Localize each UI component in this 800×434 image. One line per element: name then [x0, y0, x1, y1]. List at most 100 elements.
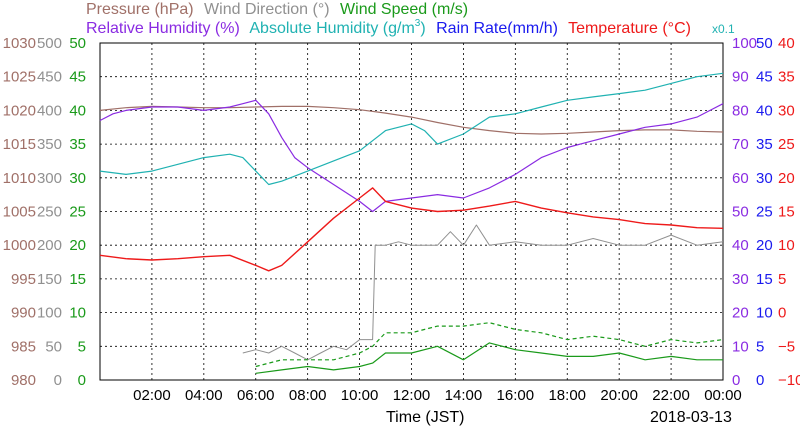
y-tick-label-wind-speed: 20	[69, 237, 86, 254]
legend-wind-direction: Wind Direction (°)	[204, 1, 330, 18]
x-tick-label: 14:00	[445, 387, 483, 404]
y-tick-label-humidity: 30	[732, 271, 749, 288]
y-tick-label-rain-rate: 45	[756, 69, 773, 86]
y-tick-label-wind-direction: 100	[37, 305, 62, 322]
legend-row-1: Pressure (hPa) Wind Direction (°) Wind S…	[86, 1, 474, 19]
y-tick-label-pressure: 1010	[3, 170, 36, 187]
x-tick-label: 02:00	[133, 387, 171, 404]
y-tick-label-wind-speed: 45	[69, 69, 86, 86]
y-tick-label-wind-speed: 25	[69, 204, 86, 221]
y-tick-label-rain-rate: 0	[756, 372, 764, 389]
x-axis-title: Time (JST)	[386, 409, 465, 426]
y-tick-label-wind-speed: 15	[69, 271, 86, 288]
y-tick-label-wind-direction: 300	[37, 170, 62, 187]
y-tick-label-temperature: 35	[778, 69, 795, 86]
y-tick-label-humidity: 50	[732, 204, 749, 221]
y-tick-label-rain-rate: 40	[756, 102, 773, 119]
series-absolute-humidity-g-m3	[99, 72, 724, 186]
y-tick-label-wind-direction: 350	[37, 136, 62, 153]
y-tick-label-wind-direction: 150	[37, 271, 62, 288]
series-relative-humidity	[99, 99, 724, 213]
y-tick-label-humidity: 0	[732, 372, 740, 389]
x-tick-label: 08:00	[289, 387, 327, 404]
y-tick-label-rain-rate: 30	[756, 170, 773, 187]
y-tick-label-temperature: 15	[778, 204, 795, 221]
legend-wind-speed: Wind Speed (m/s)	[340, 1, 469, 18]
y-tick-label-humidity: 60	[732, 170, 749, 187]
y-tick-label-pressure: 1025	[3, 69, 36, 86]
y-tick-label-pressure: 1005	[3, 204, 36, 221]
y-tick-label-temperature: −10	[778, 372, 800, 389]
y-tick-label-rain-rate: 15	[756, 271, 773, 288]
y-tick-label-wind-direction: 500	[37, 35, 62, 52]
series-wind-speed-m-s	[255, 342, 723, 374]
x-tick-label: 20:00	[600, 387, 638, 404]
series-wind-direction	[242, 224, 724, 361]
absolute-humidity-scale-note: x0.1	[712, 22, 735, 36]
y-tick-label-rain-rate: 35	[756, 136, 773, 153]
legend-absolute-humidity: Absolute Humidity (g/m3)	[249, 18, 426, 37]
series-wind-speed-gust-m-s	[255, 322, 724, 368]
chart-grid	[99, 42, 724, 381]
x-tick-label: 22:00	[652, 387, 690, 404]
y-tick-label-rain-rate: 50	[756, 35, 773, 52]
y-tick-label-temperature: 25	[778, 136, 795, 153]
y-tick-label-pressure: 985	[11, 338, 36, 355]
y-tick-label-temperature: 0	[778, 305, 786, 322]
y-tick-label-temperature: 5	[778, 271, 786, 288]
legend-absolute-humidity-prefix: Absolute Humidity (g/m	[249, 20, 415, 37]
y-tick-label-wind-direction: 250	[37, 204, 62, 221]
y-tick-label-rain-rate: 20	[756, 237, 773, 254]
legend-absolute-humidity-suffix: )	[420, 20, 426, 37]
x-tick-label: 10:00	[341, 387, 379, 404]
x-tick-label: 18:00	[548, 387, 586, 404]
y-tick-label-wind-direction: 400	[37, 102, 62, 119]
y-tick-label-temperature: 40	[778, 35, 795, 52]
series-pressure-hpa	[99, 105, 724, 135]
x-tick-label: 16:00	[497, 387, 535, 404]
legend-relative-humidity: Relative Humidity (%)	[86, 20, 240, 37]
chart-series	[99, 72, 724, 374]
y-tick-label-pressure: 1020	[3, 102, 36, 119]
legend-rain-rate: Rain Rate(mm/h)	[436, 20, 558, 37]
y-tick-label-humidity: 80	[732, 102, 749, 119]
y-tick-label-wind-speed: 50	[69, 35, 86, 52]
legend-absolute-humidity-sup: 3	[414, 18, 421, 29]
y-tick-label-humidity: 90	[732, 69, 749, 86]
y-tick-label-wind-speed: 40	[69, 102, 86, 119]
chart-date: 2018-03-13	[650, 409, 732, 426]
y-tick-label-humidity: 100	[732, 35, 757, 52]
y-tick-label-humidity: 70	[732, 136, 749, 153]
y-tick-label-pressure: 995	[11, 271, 36, 288]
y-tick-label-rain-rate: 25	[756, 204, 773, 221]
x-tick-label: 04:00	[185, 387, 223, 404]
y-tick-label-humidity: 40	[732, 237, 749, 254]
y-tick-label-wind-speed: 30	[69, 170, 86, 187]
axis-ticks: 02:00 04:00 06:00 08:00 10:00 12:00 14:00 16:00…	[3, 35, 800, 404]
y-tick-label-humidity: 20	[732, 305, 749, 322]
y-tick-label-pressure: 980	[11, 372, 36, 389]
y-tick-label-wind-speed: 0	[78, 372, 86, 389]
y-tick-label-pressure: 990	[11, 305, 36, 322]
y-tick-label-wind-speed: 5	[78, 338, 86, 355]
series-temperature-c	[99, 187, 724, 272]
x-tick-label: 00:00	[704, 387, 742, 404]
y-tick-label-wind-speed: 35	[69, 136, 86, 153]
y-tick-label-pressure: 1030	[3, 35, 36, 52]
y-tick-label-rain-rate: 10	[756, 305, 773, 322]
y-tick-label-temperature: 10	[778, 237, 795, 254]
y-tick-label-wind-direction: 0	[54, 372, 62, 389]
y-tick-label-wind-speed: 10	[69, 305, 86, 322]
x-tick-label: 06:00	[237, 387, 275, 404]
legend-pressure: Pressure (hPa)	[86, 1, 194, 18]
y-tick-label-temperature: −5	[778, 338, 795, 355]
y-tick-label-temperature: 20	[778, 170, 795, 187]
y-tick-label-rain-rate: 5	[756, 338, 764, 355]
y-tick-label-humidity: 10	[732, 338, 749, 355]
y-tick-label-pressure: 1015	[3, 136, 36, 153]
y-tick-label-temperature: 30	[778, 102, 795, 119]
y-tick-label-wind-direction: 450	[37, 69, 62, 86]
y-tick-label-wind-direction: 200	[37, 237, 62, 254]
y-tick-label-wind-direction: 50	[45, 338, 62, 355]
